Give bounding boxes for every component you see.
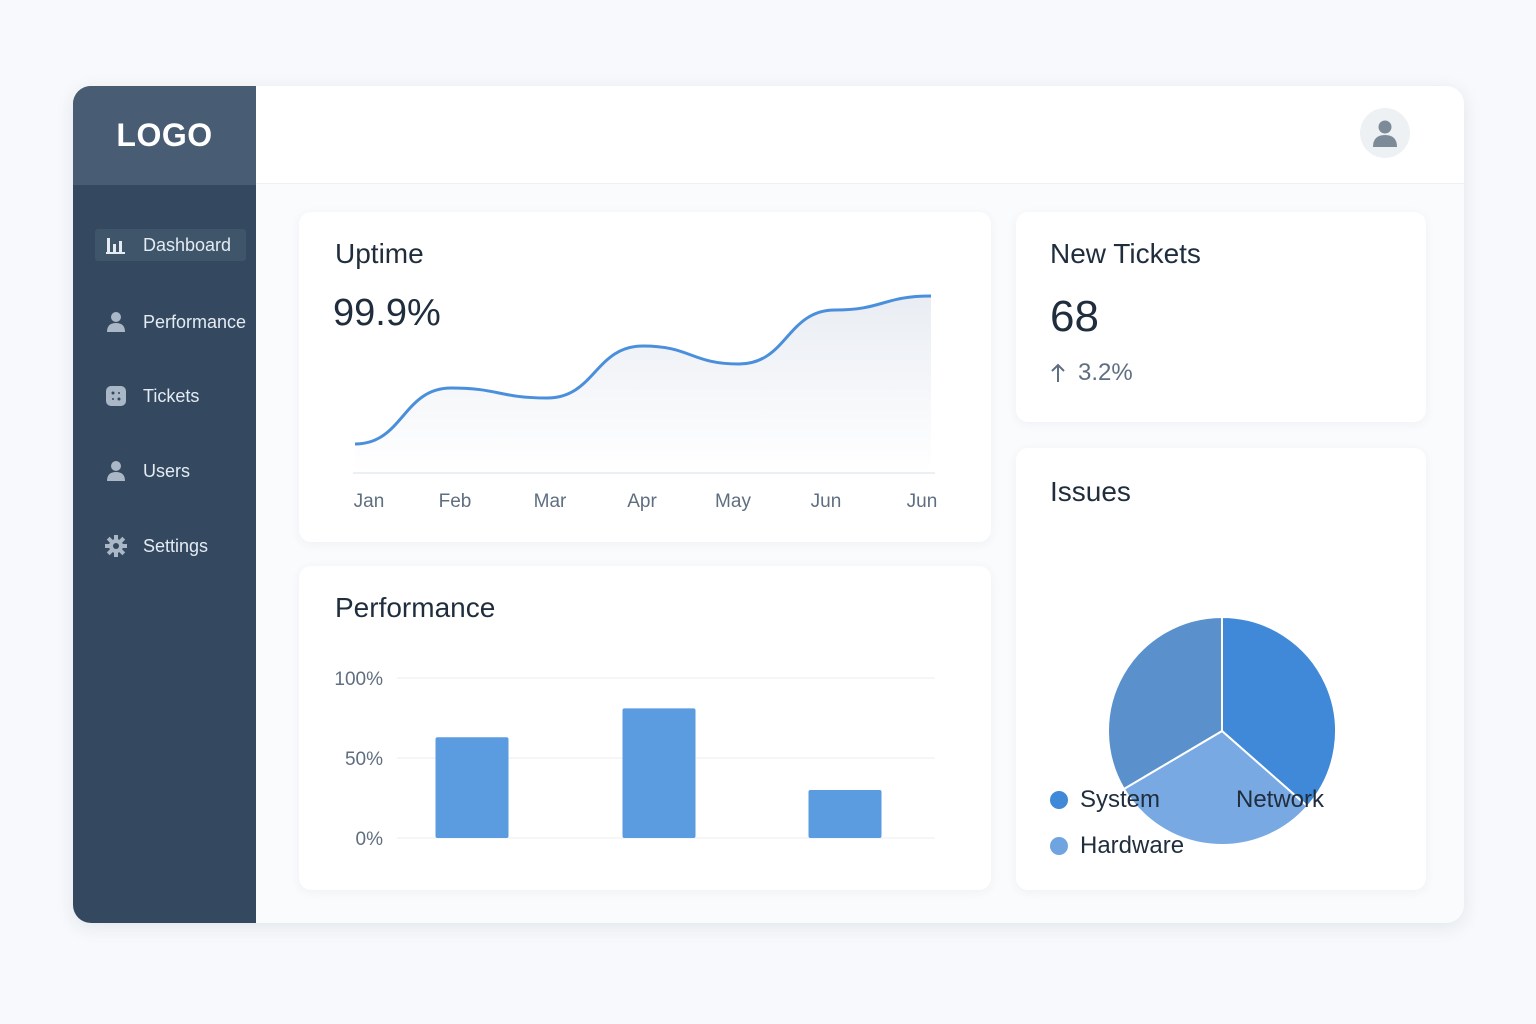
bar-chart-icon <box>105 234 127 256</box>
sidebar-item-label: Performance <box>142 311 246 332</box>
bar[interactable] <box>808 790 882 838</box>
uptime-value: 99.9% <box>333 292 441 334</box>
y-tick-label: 100% <box>334 669 383 690</box>
legend-dot <box>1050 837 1068 855</box>
top-bar <box>256 86 1464 184</box>
user-avatar-icon[interactable] <box>1360 108 1410 158</box>
sidebar-item-performance[interactable]: Performance <box>95 306 246 338</box>
y-tick-label: 0% <box>356 829 384 850</box>
issues-title: Issues <box>1050 476 1131 507</box>
x-tick-label: May <box>715 491 751 512</box>
sidebar-item-users[interactable]: Users <box>95 455 246 487</box>
sidebar-item-settings[interactable]: Settings <box>95 530 246 562</box>
legend-system: System <box>1050 786 1160 814</box>
sidebar-item-label: Tickets <box>143 385 200 406</box>
bar[interactable] <box>435 737 509 838</box>
y-tick-label: 50% <box>345 749 383 770</box>
ticket-icon <box>105 385 127 407</box>
sidebar-item-label: Users <box>143 460 191 481</box>
logo[interactable]: LOGO <box>73 86 256 185</box>
user-icon <box>105 460 127 482</box>
x-tick-label: Jan <box>354 491 385 512</box>
new-tickets-card: New Tickets 68 3.2% <box>1016 212 1426 422</box>
legend-network: Network <box>1206 786 1324 814</box>
legend-label: Hardware <box>1080 832 1185 859</box>
legend-hardware: Hardware <box>1050 832 1184 860</box>
bar[interactable] <box>622 708 696 838</box>
sidebar-item-label: Settings <box>143 535 209 556</box>
x-tick-label: Jun <box>907 491 938 512</box>
x-tick-label: Feb <box>439 491 472 512</box>
new-tickets-value: 68 <box>1050 292 1099 341</box>
sidebar-item-tickets[interactable]: Tickets <box>95 380 246 412</box>
user-icon <box>105 311 127 333</box>
sidebar: LOGO Dashboard Performance Tickets Users <box>73 86 256 923</box>
pie-slice-network[interactable] <box>1122 729 1309 846</box>
legend-label: System <box>1080 786 1161 813</box>
new-tickets-change: 3.2% <box>1050 359 1133 387</box>
legend-dot <box>1050 791 1068 809</box>
app-window: LOGO Dashboard Performance Tickets Users <box>73 86 1464 923</box>
arrow-up-icon <box>1050 363 1066 383</box>
uptime-line <box>354 294 932 446</box>
x-tick-label: Apr <box>627 491 657 512</box>
legend-label: Network <box>1236 786 1325 813</box>
pie-slice-system[interactable] <box>1221 615 1337 808</box>
sidebar-item-label: Dashboard <box>143 234 232 255</box>
performance-card: Performance 100% 50% 0% <box>299 566 991 890</box>
issues-pie-chart <box>1107 615 1337 846</box>
sidebar-item-dashboard[interactable]: Dashboard <box>95 229 246 261</box>
x-tick-label: Jun <box>811 491 842 512</box>
issues-card: Issues System Network Hardware <box>1016 448 1426 890</box>
new-tickets-title: New Tickets <box>1050 238 1201 269</box>
performance-title: Performance <box>335 592 496 623</box>
pie-slice-hardware[interactable] <box>1107 615 1223 791</box>
uptime-card: Uptime 99.9% Jan Feb Mar Apr May Jun Jun <box>299 212 991 542</box>
gear-icon <box>105 535 127 557</box>
performance-bar-chart: 100% 50% 0% <box>334 669 935 850</box>
uptime-line-chart: Jan Feb Mar Apr May Jun Jun <box>353 294 938 512</box>
uptime-title: Uptime <box>335 238 424 269</box>
legend-dot <box>1206 791 1224 809</box>
x-tick-label: Mar <box>534 491 567 512</box>
change-value: 3.2% <box>1078 359 1133 386</box>
uptime-area <box>355 296 931 473</box>
